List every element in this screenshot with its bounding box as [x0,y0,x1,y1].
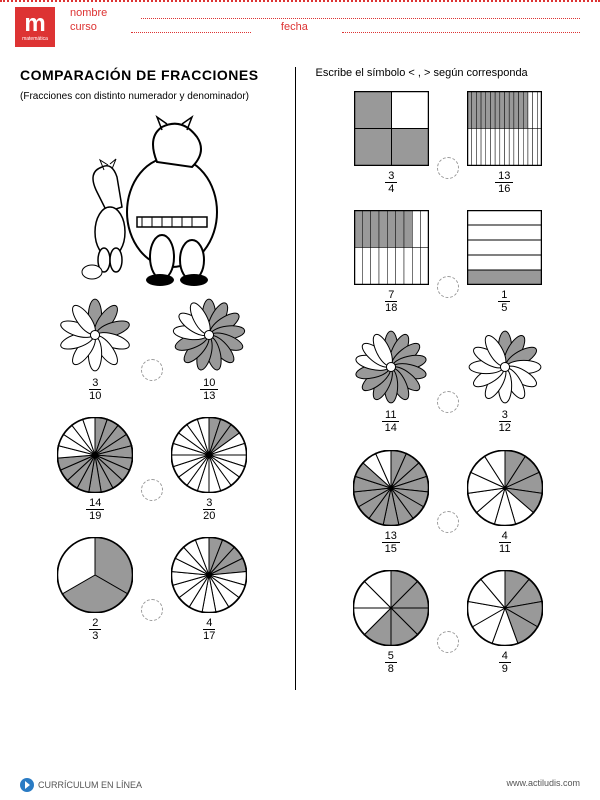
fraction-item: 1114 [353,329,429,434]
right-column: Escribe el símbolo < , > según correspon… [306,67,581,690]
fraction: 58 [385,650,397,675]
left-column: COMPARACIÓN DE FRACCIONES (Fracciones co… [20,67,296,690]
exercise-row: 1114 312 [316,329,581,434]
fraction-item: 1013 [171,297,247,402]
square-exercises: 34 1316 718 15 [316,91,581,314]
fraction-item: 417 [171,537,247,642]
fraction-item: 718 [354,210,429,314]
fraction: 1315 [382,530,400,555]
fraction-item: 310 [57,297,133,402]
footer-right-text: www.actiludis.com [506,778,580,792]
fraction: 320 [200,497,218,522]
fraction: 1114 [382,409,400,434]
footer: CURRÍCULUM EN LÍNEA www.actiludis.com [20,778,580,792]
answer-circle[interactable] [437,276,459,298]
fraction: 23 [89,617,101,642]
fraction-item: 15 [467,210,542,314]
fraction: 1316 [495,170,513,195]
fraction-item: 1316 [467,91,542,195]
fecha-line [342,21,580,33]
fecha-label: fecha [281,21,308,33]
answer-circle[interactable] [437,511,459,533]
content: COMPARACIÓN DE FRACCIONES (Fracciones co… [0,57,600,690]
curso-label: curso [70,21,97,33]
nombre-label: nombre [70,7,107,19]
footer-left: CURRÍCULUM EN LÍNEA [20,778,142,792]
exercise-row: 1315 411 [316,450,581,555]
logo-letter: m [24,12,45,36]
instruction: Escribe el símbolo < , > según correspon… [316,67,581,79]
play-icon [20,778,34,792]
fraction-item: 312 [467,329,543,434]
answer-circle[interactable] [141,599,163,621]
worksheet-header: m matemática nombre curso fecha [0,2,600,57]
fraction-item: 1315 [353,450,429,555]
exercise-row: 23 417 [20,537,285,642]
exercise-row: 58 49 [316,570,581,675]
fraction: 310 [86,377,104,402]
fraction: 1419 [86,497,104,522]
nombre-line [141,7,580,19]
illustration [62,112,242,287]
footer-left-text: CURRÍCULUM EN LÍNEA [38,780,142,790]
fraction: 417 [200,617,218,642]
fraction: 15 [498,289,510,314]
fraction-item: 320 [171,417,247,522]
header-fields: nombre curso fecha [70,7,580,35]
right-exercise-rows: 1114 312 1315 411 58 49 [316,329,581,675]
fraction-item: 58 [353,570,429,675]
exercise-row: 1419 320 [20,417,285,522]
exercise-row: 34 1316 [316,91,581,195]
left-exercise-rows: 310 1013 1419 320 23 417 [20,297,285,643]
fraction: 34 [385,170,397,195]
fraction: 411 [496,530,513,555]
fraction: 312 [496,409,514,434]
fraction-item: 1419 [57,417,133,522]
fraction-item: 23 [57,537,133,642]
fraction-item: 49 [467,570,543,675]
fraction: 1013 [200,377,218,402]
answer-circle[interactable] [141,359,163,381]
logo-subtitle: matemática [22,36,48,42]
exercise-row: 310 1013 [20,297,285,402]
answer-circle[interactable] [437,631,459,653]
answer-circle[interactable] [437,391,459,413]
logo: m matemática [15,7,55,47]
page-title: COMPARACIÓN DE FRACCIONES [20,67,285,83]
subtitle: (Fracciones con distinto numerador y den… [20,91,285,102]
exercise-row: 718 15 [316,210,581,314]
curso-line [131,21,251,33]
answer-circle[interactable] [437,157,459,179]
fraction-item: 34 [354,91,429,195]
fraction: 49 [499,650,511,675]
fraction: 718 [382,289,400,314]
answer-circle[interactable] [141,479,163,501]
fraction-item: 411 [467,450,543,555]
